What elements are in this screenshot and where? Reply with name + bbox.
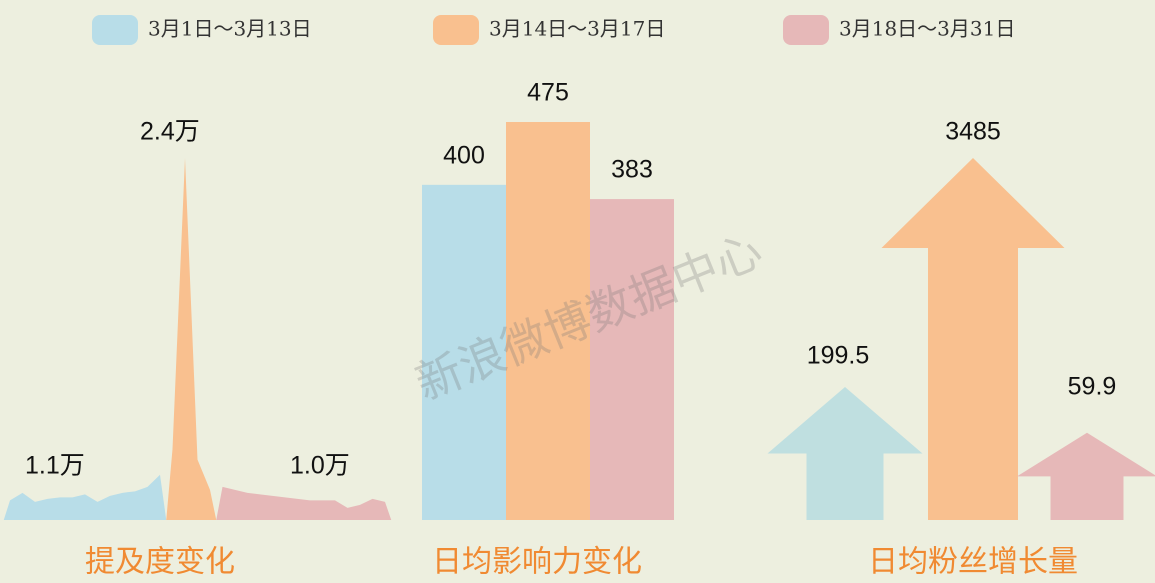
value-label: 475 <box>527 79 569 107</box>
annotation: 1.0万 <box>290 452 350 480</box>
arrow <box>881 158 1065 520</box>
annotation: 2.4万 <box>140 118 200 146</box>
arrow <box>1017 432 1155 520</box>
value-label: 383 <box>611 156 653 184</box>
bar <box>590 199 674 521</box>
bar <box>506 122 590 520</box>
legend-swatch <box>783 15 829 45</box>
annotation: 1.1万 <box>25 452 85 480</box>
area <box>166 158 217 520</box>
value-label: 199.5 <box>807 342 870 370</box>
panel-title: 日均粉丝增长量 <box>868 545 1078 580</box>
area <box>216 486 392 520</box>
legend-swatch <box>92 15 138 45</box>
value-label: 400 <box>443 141 485 169</box>
area <box>3 474 167 520</box>
legend-swatch <box>433 15 479 45</box>
panel-title: 日均影响力变化 <box>432 545 642 580</box>
panel-title: 提及度变化 <box>85 545 235 580</box>
legend-label: 3月14日～3月17日 <box>489 17 665 41</box>
value-label: 3485 <box>945 118 1001 146</box>
value-label: 59.9 <box>1068 373 1117 401</box>
arrow <box>767 386 923 520</box>
legend-label: 3月18日～3月31日 <box>839 17 1015 41</box>
bar <box>422 184 506 520</box>
legend-label: 3月1日～3月13日 <box>148 17 312 41</box>
